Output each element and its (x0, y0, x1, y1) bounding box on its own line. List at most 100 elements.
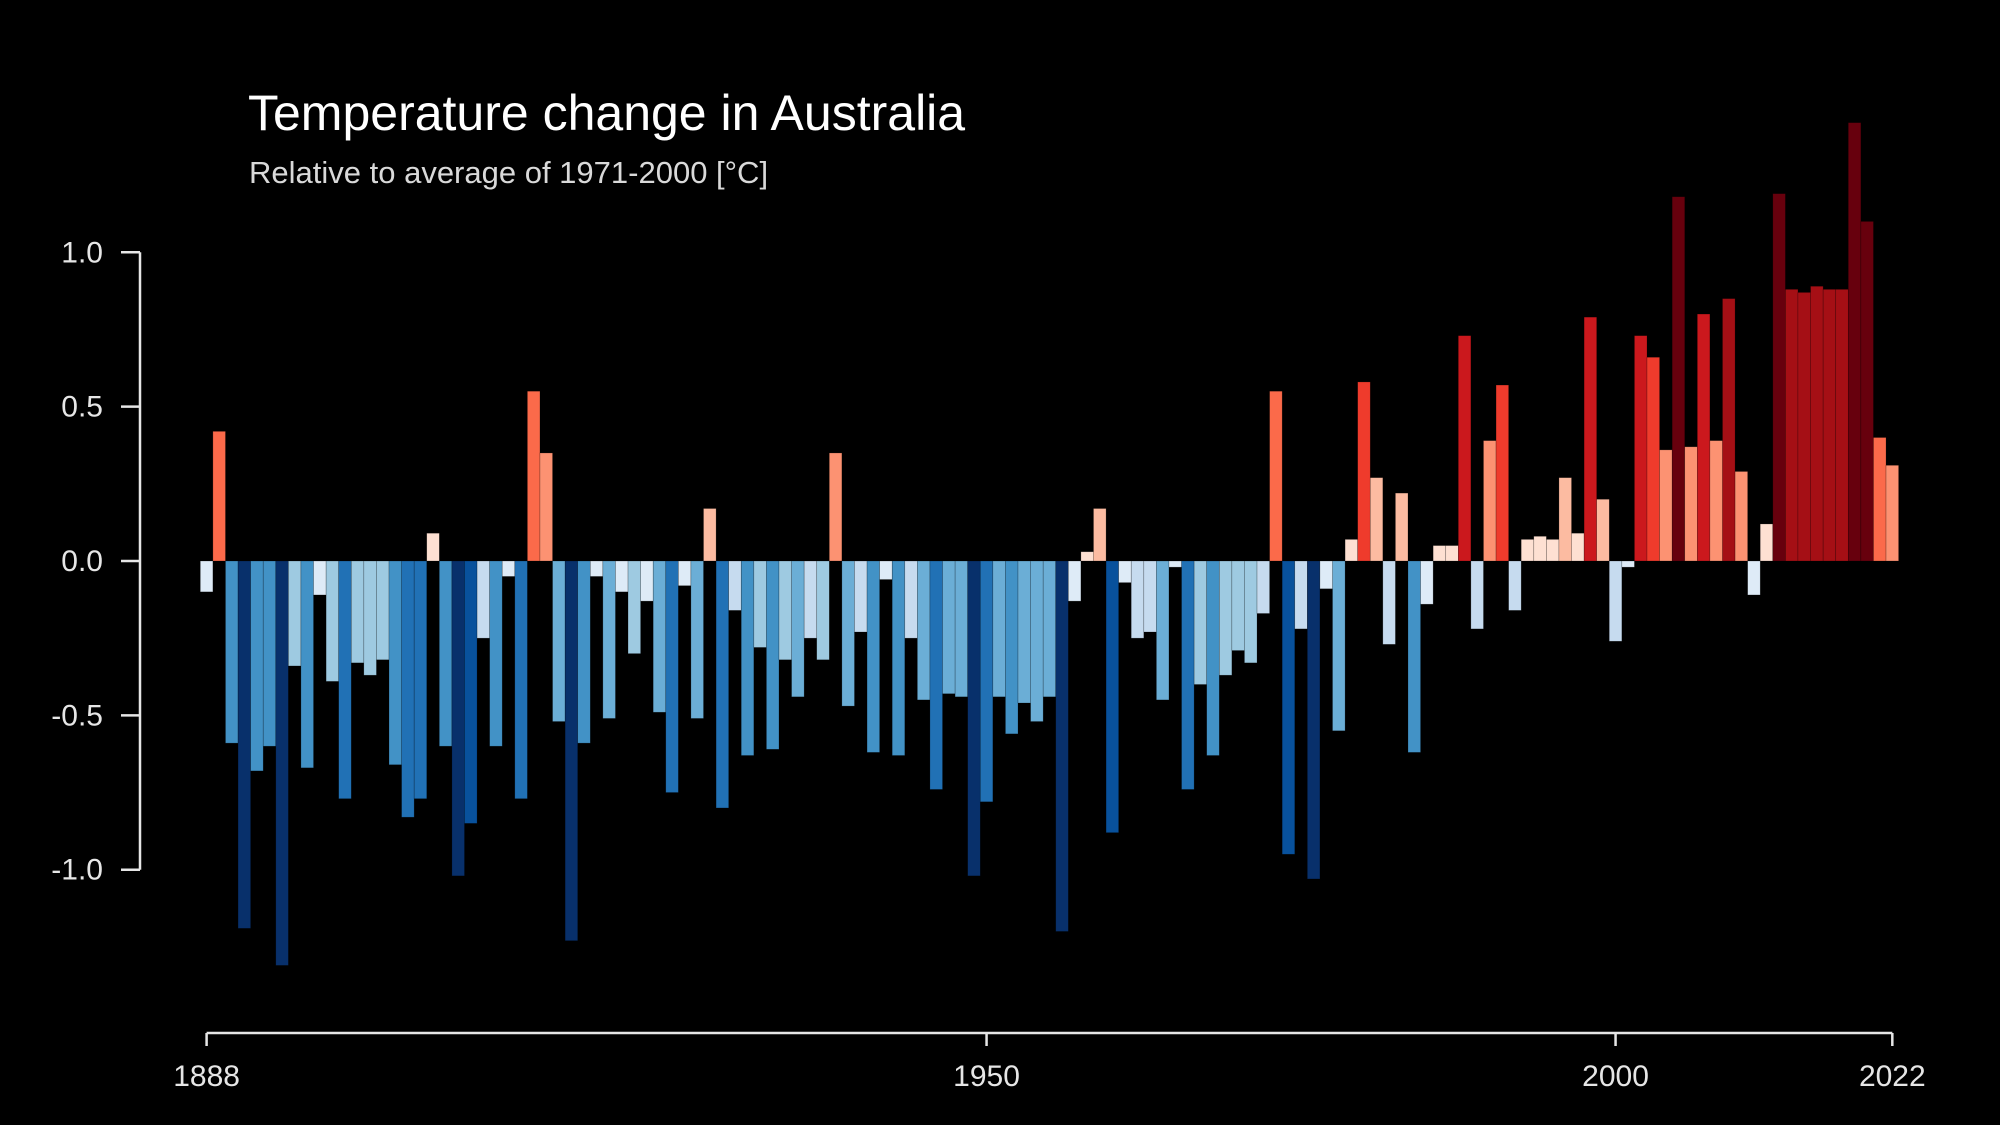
bar-1980 (1357, 381, 1371, 562)
bar-1941 (866, 560, 880, 753)
bar-1955 (1042, 560, 1057, 698)
bar-1993 (1520, 539, 1535, 562)
bar-1998 (1583, 316, 1597, 562)
bar-1902 (376, 560, 390, 661)
bar-1975 (1294, 560, 1308, 630)
bar-1889 (212, 431, 226, 562)
bar-2007 (1697, 313, 1711, 562)
bar-1904 (401, 560, 415, 818)
bar-1960 (1105, 560, 1119, 833)
bar-1973 (1269, 390, 1283, 562)
x-axis: 1888 1950 2000 2022 (173, 1031, 1926, 1093)
bar-2013 (1772, 193, 1786, 562)
bar-1919 (589, 560, 604, 577)
bar-1896 (300, 560, 314, 769)
bar-1909 (464, 560, 478, 824)
x-tick-label: 2000 (1582, 1060, 1649, 1093)
bar-1890 (225, 560, 239, 744)
bar-1939 (841, 560, 855, 707)
bar-1929 (715, 560, 729, 809)
bar-1916 (552, 560, 566, 722)
bar-1962 (1130, 560, 1145, 639)
bar-1958 (1080, 551, 1094, 562)
bar-1930 (728, 560, 742, 611)
bar-1950 (979, 560, 994, 803)
bar-1983 (1395, 492, 1409, 562)
bar-1995 (1546, 539, 1560, 562)
bar-1928 (703, 508, 717, 562)
bar-2003 (1646, 356, 1660, 562)
bar-1979 (1344, 539, 1358, 562)
bar-1948 (954, 560, 968, 698)
bar-1944 (904, 560, 918, 639)
bar-1925 (665, 560, 679, 793)
bar-1943 (891, 560, 906, 756)
bar-1953 (1017, 560, 1031, 704)
bar-1968 (1206, 560, 1220, 756)
x-tick-label: 2022 (1859, 1060, 1926, 1093)
bar-1992 (1508, 560, 1522, 611)
bar-1963 (1143, 560, 1157, 633)
bar-1991 (1495, 384, 1509, 562)
bar-1900 (350, 560, 365, 664)
bar-1999 (1596, 498, 1610, 562)
x-tick-label: 1950 (953, 1060, 1020, 1093)
bar-1912 (501, 560, 516, 577)
bar-2014 (1785, 289, 1799, 562)
bar-1905 (413, 560, 428, 799)
bar-2008 (1709, 440, 1723, 562)
bar-1988 (1458, 335, 1472, 562)
bar-2021 (1873, 437, 1887, 562)
bar-1933 (766, 560, 780, 750)
bar-2005 (1671, 196, 1686, 562)
bar-1957 (1068, 560, 1082, 602)
y-tick-label: 1.0 (61, 236, 103, 269)
bar-1982 (1382, 560, 1396, 645)
bar-1942 (879, 560, 893, 580)
bar-2001 (1621, 560, 1635, 568)
bar-1922 (627, 560, 641, 654)
bar-1994 (1533, 535, 1547, 562)
bar-1913 (514, 560, 528, 799)
bar-1921 (615, 560, 629, 593)
bar-1990 (1483, 440, 1497, 562)
bar-2012 (1759, 523, 1774, 562)
chart-title: Temperature change in Australia (248, 85, 965, 141)
y-tick-label: -1.0 (51, 854, 103, 887)
bar-1920 (602, 560, 616, 719)
bar-1985 (1420, 560, 1434, 605)
bar-1934 (778, 560, 792, 661)
bar-1893 (262, 560, 277, 747)
bar-2022 (1885, 464, 1899, 562)
bar-1976 (1307, 560, 1321, 880)
bar-1965 (1168, 560, 1182, 568)
bar-1969 (1218, 560, 1233, 676)
bar-1986 (1432, 545, 1447, 562)
bar-1971 (1244, 560, 1258, 664)
bar-1959 (1093, 508, 1107, 562)
bar-1899 (338, 560, 352, 799)
bar-2011 (1747, 560, 1761, 596)
bar-1967 (1193, 560, 1208, 685)
bar-1974 (1281, 560, 1296, 855)
bar-1898 (325, 560, 339, 682)
bar-1914 (527, 390, 541, 562)
bar-1956 (1055, 560, 1069, 932)
bar-1935 (791, 560, 805, 698)
bar-1946 (929, 560, 943, 790)
bar-1961 (1118, 560, 1132, 583)
bar-1908 (451, 560, 465, 877)
bar-1938 (829, 452, 843, 562)
bar-2018 (1835, 289, 1849, 562)
bar-1932 (753, 560, 767, 648)
bars (200, 122, 1899, 966)
y-axis: 1.0 0.5 0.0 -0.5 -1.0 (51, 236, 142, 887)
bar-1931 (740, 560, 755, 756)
x-tick-label: 1888 (173, 1060, 240, 1093)
bar-1918 (577, 560, 591, 744)
bar-1947 (942, 560, 956, 695)
bar-1897 (313, 560, 327, 596)
bar-2010 (1734, 471, 1748, 562)
y-tick-label: 0.5 (61, 391, 103, 424)
